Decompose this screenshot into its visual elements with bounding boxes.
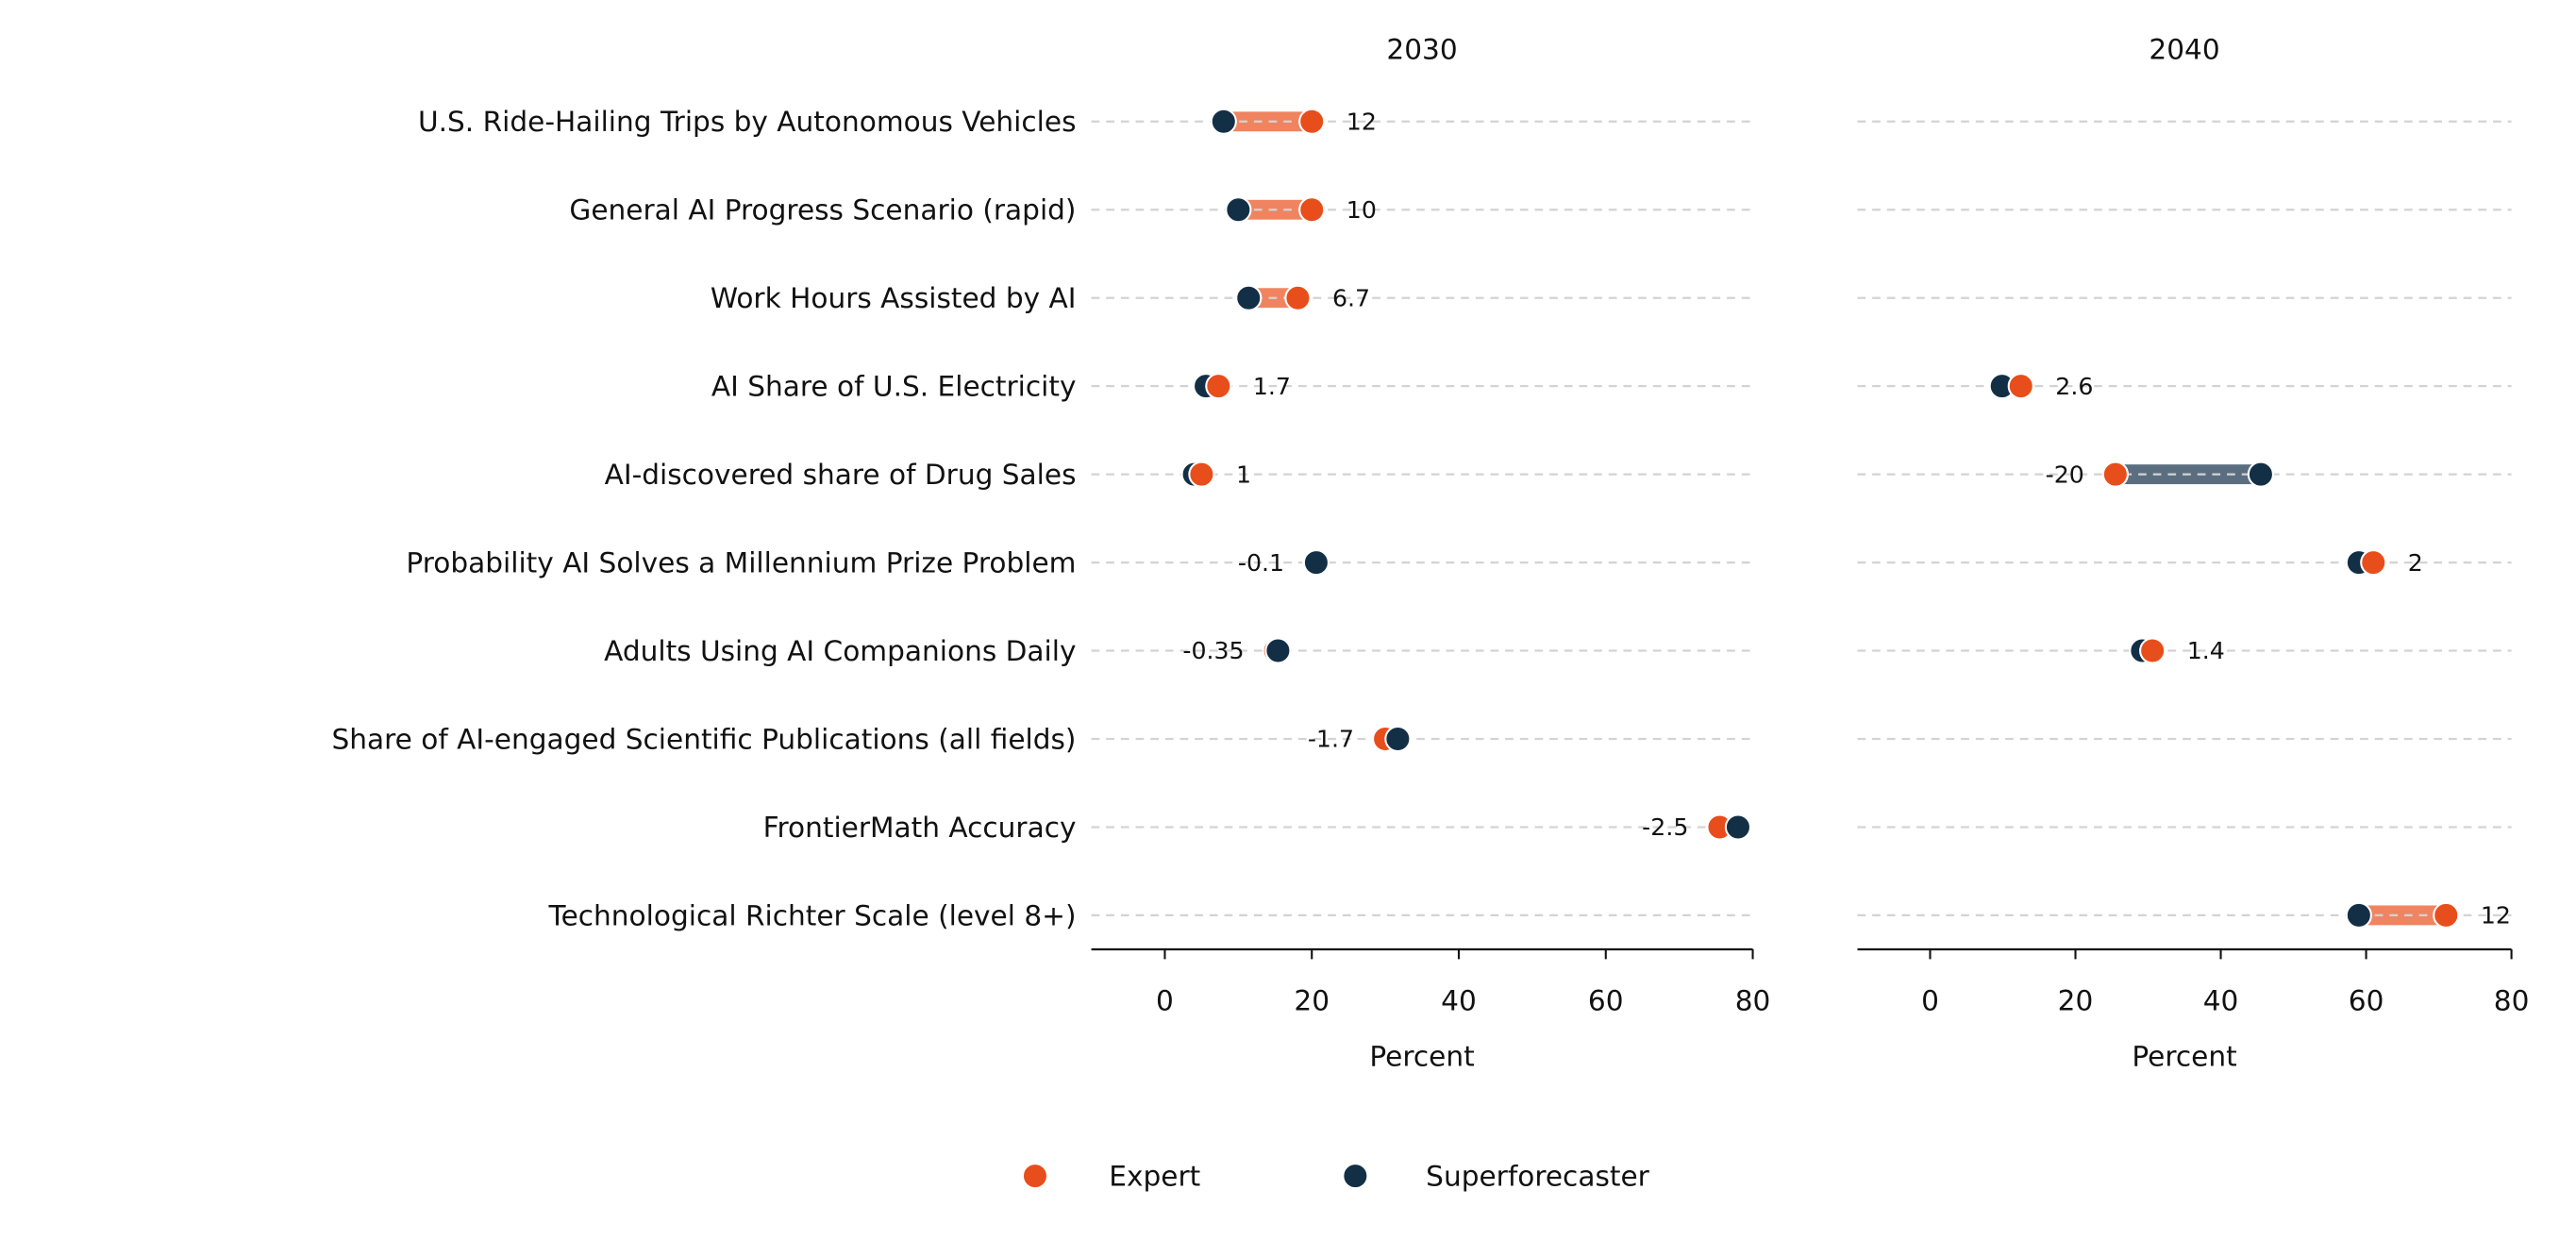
difference-label: 2 — [2408, 549, 2423, 577]
difference-label: -2.5 — [1642, 813, 1688, 841]
difference-label: 1.7 — [1253, 373, 1291, 400]
difference-label: 12 — [1347, 108, 1377, 135]
superforecaster-point — [1235, 284, 1263, 311]
category-label: General AI Progress Scenario (rapid) — [569, 194, 1076, 226]
superforecaster-point — [1302, 548, 1330, 577]
category-label: Technological Richter Scale (level 8+) — [548, 899, 1077, 931]
superforecaster-point — [1384, 725, 1412, 753]
category-label: Work Hours Assisted by AI — [711, 282, 1077, 314]
x-tick-label: 20 — [1294, 984, 1330, 1016]
legend-superforecaster-marker — [1342, 1163, 1369, 1190]
x-tick-label: 0 — [1156, 984, 1174, 1016]
expert-point — [2433, 901, 2460, 930]
superforecaster-point — [1724, 813, 1752, 841]
difference-label: 6.7 — [1332, 284, 1370, 311]
expert-point — [2360, 548, 2387, 577]
difference-label: 1.4 — [2187, 637, 2225, 664]
expert-point — [1205, 373, 1232, 400]
difference-label: 10 — [1347, 196, 1377, 224]
x-tick-label: 80 — [2494, 984, 2530, 1016]
legend-expert-label: Expert — [1109, 1161, 1200, 1193]
x-tick-label: 60 — [1588, 984, 1624, 1016]
difference-label: -0.35 — [1182, 637, 1244, 664]
category-label: U.S. Ride-Hailing Trips by Autonomous Ve… — [418, 106, 1077, 138]
x-tick-label: 60 — [2349, 984, 2384, 1016]
x-tick-label: 20 — [2058, 984, 2094, 1016]
x-tick-label: 40 — [2203, 984, 2239, 1016]
difference-label: 1 — [1236, 461, 1251, 488]
expert-point — [1284, 284, 1312, 311]
category-label: Share of AI-engaged Scientific Publicati… — [331, 723, 1076, 755]
superforecaster-point — [2247, 461, 2274, 488]
category-label: AI Share of U.S. Electricity — [711, 371, 1077, 403]
difference-label: 12 — [2481, 902, 2511, 930]
expert-point — [2007, 373, 2034, 400]
difference-label: -0.1 — [1238, 549, 1284, 577]
expert-point — [2101, 461, 2129, 488]
x-axis-label: Percent — [1369, 1041, 1474, 1073]
legend-superforecaster-label: Superforecaster — [1426, 1161, 1649, 1193]
panel-title: 2040 — [2149, 34, 2219, 66]
x-tick-label: 40 — [1441, 984, 1477, 1016]
difference-bar — [1223, 111, 1313, 132]
expert-point — [1188, 461, 1215, 488]
legend-expert-marker — [1021, 1163, 1049, 1190]
superforecaster-point — [2345, 901, 2372, 930]
category-label: AI-discovered share of Drug Sales — [605, 459, 1077, 491]
difference-label: -1.7 — [1308, 726, 1354, 753]
superforecaster-point — [1264, 637, 1292, 664]
difference-bar — [2358, 905, 2447, 926]
x-tick-label: 80 — [1735, 984, 1771, 1016]
difference-label: -20 — [2046, 461, 2084, 488]
expert-point — [1298, 196, 1326, 224]
difference-label: 2.6 — [2055, 373, 2093, 400]
expert-point — [1298, 108, 1326, 135]
expert-point — [2139, 637, 2166, 664]
superforecaster-point — [1225, 196, 1252, 224]
x-tick-label: 0 — [1921, 984, 1939, 1016]
x-axis-label: Percent — [2132, 1041, 2236, 1073]
category-label: FrontierMath Accuracy — [763, 812, 1077, 844]
category-label: Probability AI Solves a Millennium Prize… — [406, 547, 1076, 579]
panel-title: 2030 — [1386, 34, 1457, 66]
superforecaster-point — [1210, 108, 1237, 135]
category-label: Adults Using AI Companions Daily — [604, 635, 1076, 667]
